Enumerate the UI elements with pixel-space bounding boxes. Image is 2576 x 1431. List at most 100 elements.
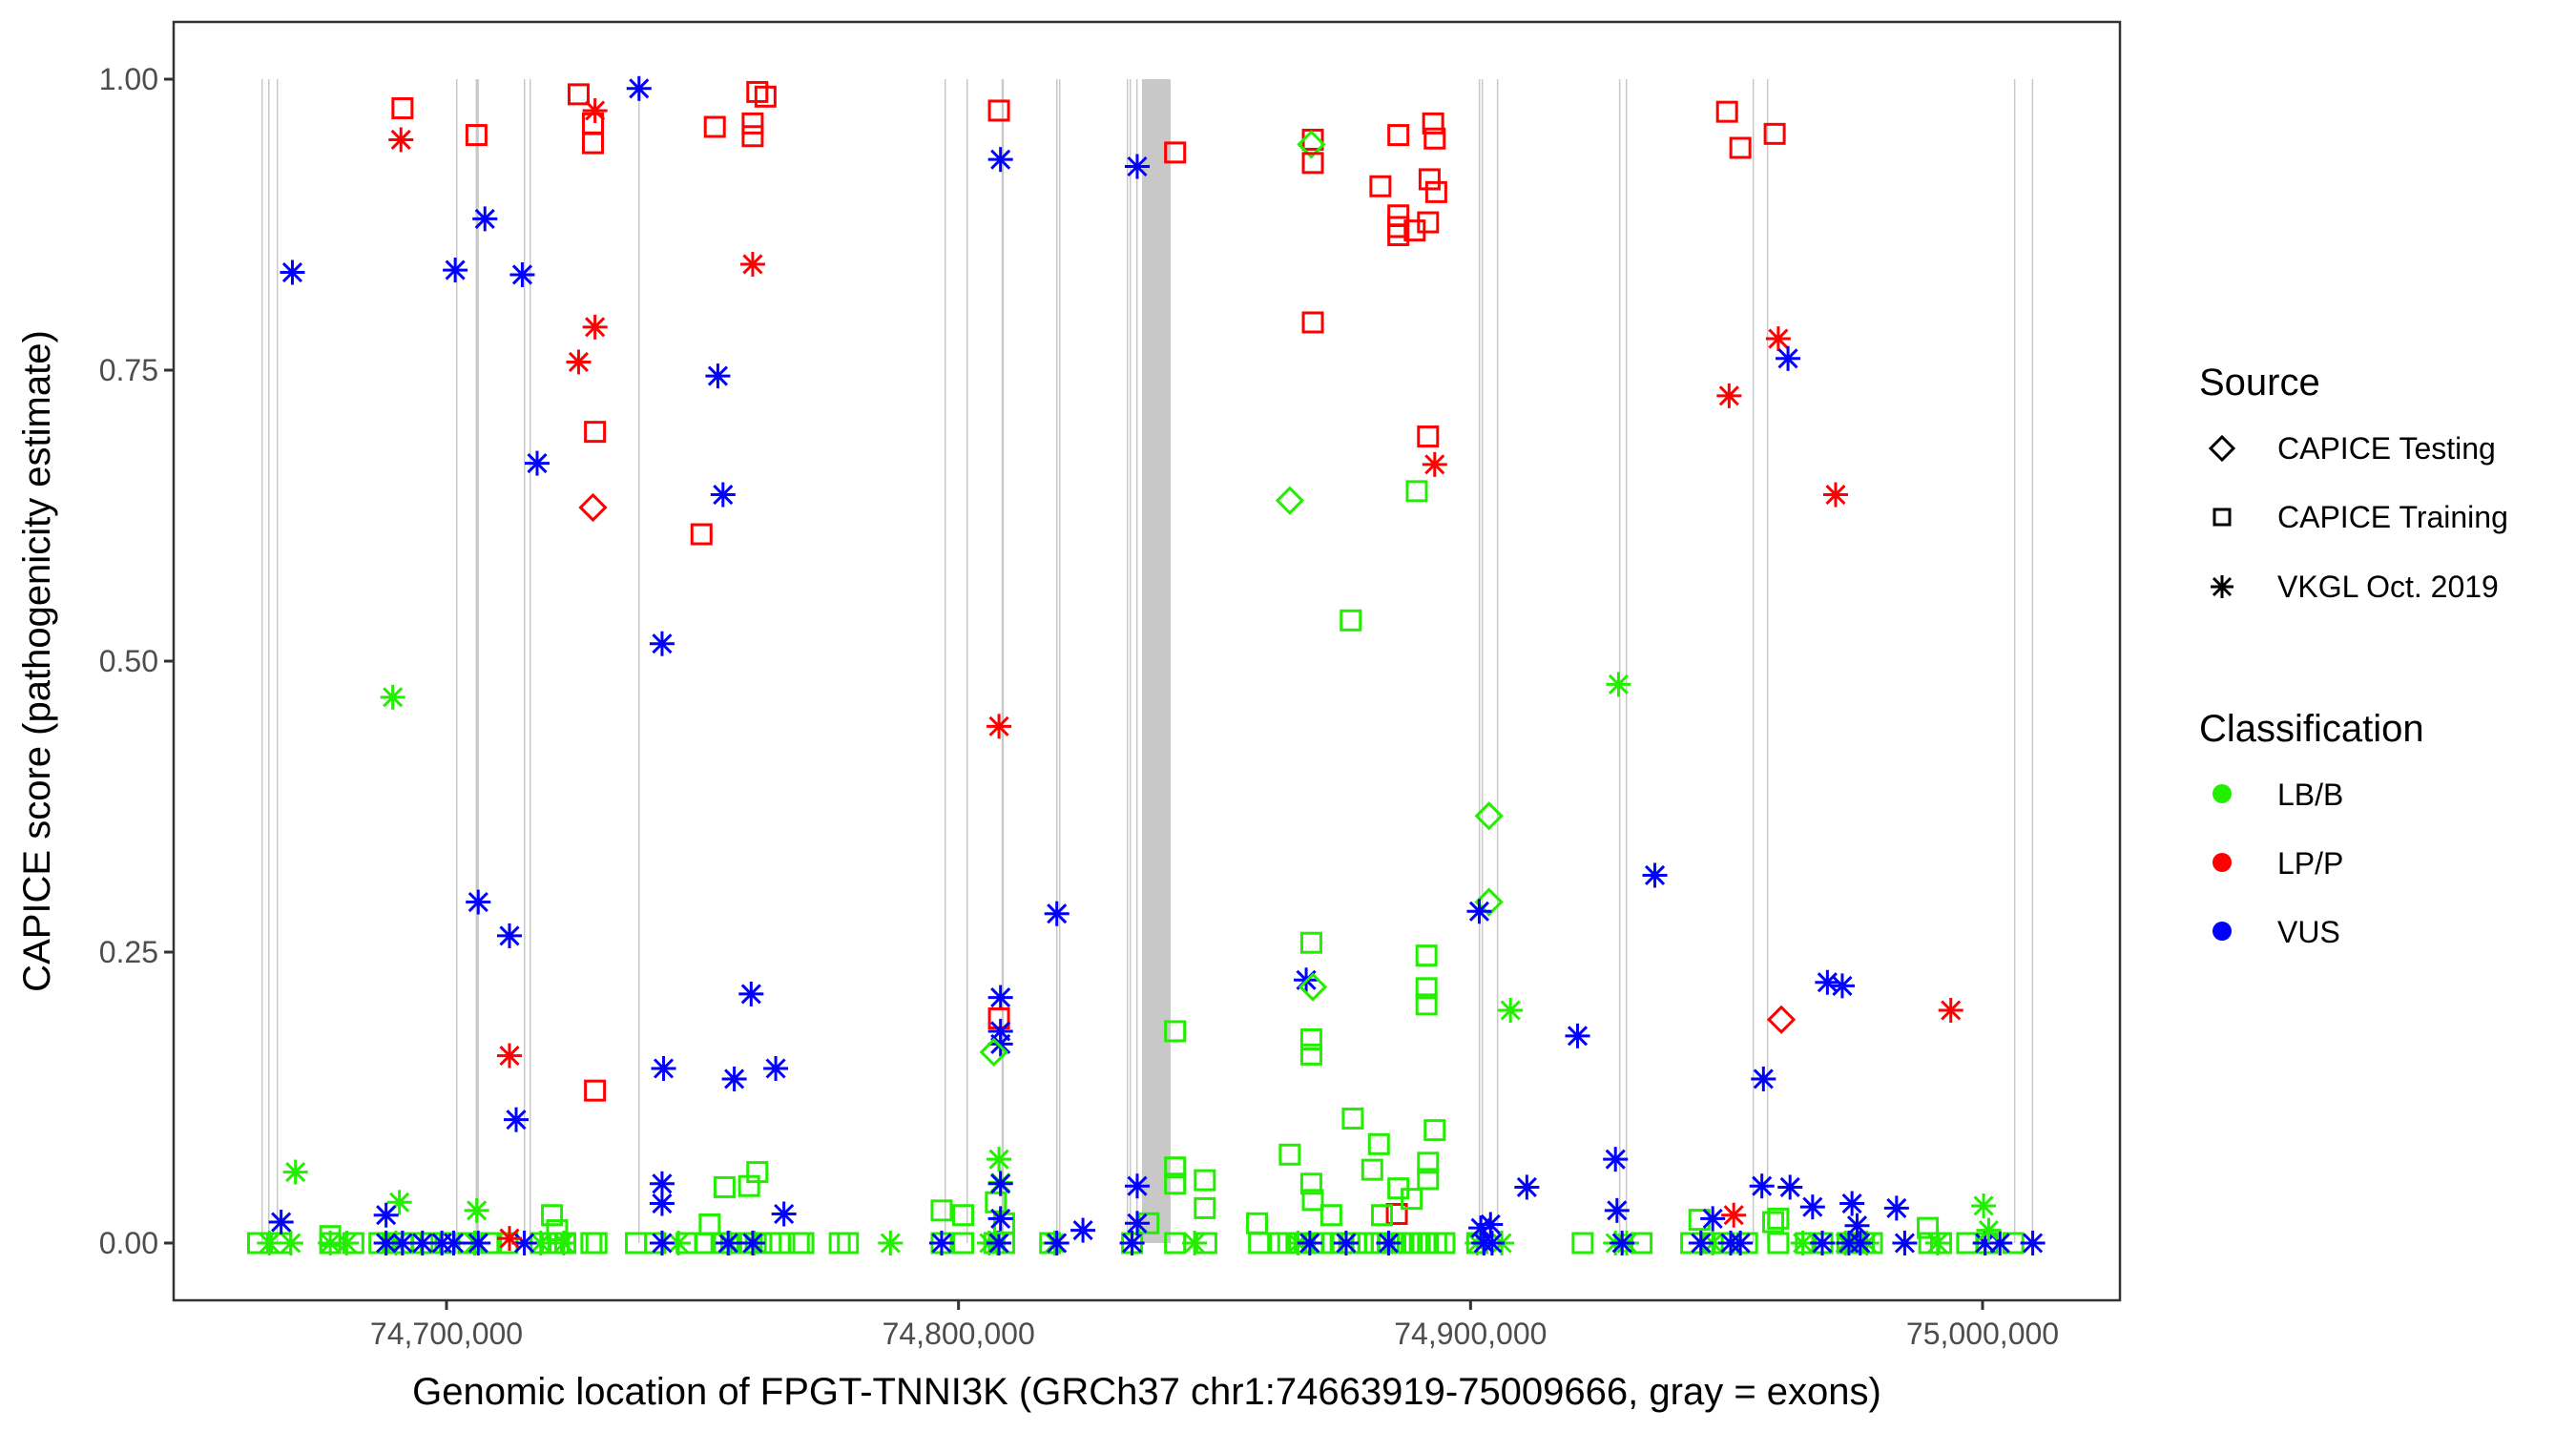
vkgl-point	[582, 314, 608, 340]
training-point	[1417, 425, 1440, 448]
vkgl-point	[1124, 1211, 1150, 1236]
training-point	[1301, 152, 1324, 175]
x-tick-label: 75,000,000	[1906, 1317, 2059, 1351]
vkgl-point	[1815, 969, 1840, 995]
training-point	[1361, 1158, 1383, 1181]
legend: Source CAPICE Testing CAPICE Training VK…	[2199, 362, 2508, 949]
vkgl-point	[626, 75, 652, 101]
training-point	[1164, 1020, 1187, 1043]
training-point	[541, 1204, 564, 1227]
vkgl-point	[443, 258, 468, 283]
training-point	[1571, 1232, 1594, 1255]
exon-band	[1126, 79, 1129, 1243]
legend-label-lbb: LB/B	[2277, 778, 2343, 812]
training-point	[1423, 1119, 1446, 1142]
vkgl-point	[1829, 973, 1855, 999]
exon-band	[1478, 79, 1481, 1243]
training-point	[1299, 1172, 1322, 1195]
vkgl-point	[373, 1202, 399, 1228]
vkgl-point	[1688, 1231, 1714, 1255]
vkgl-point	[441, 1231, 467, 1255]
vkgl-point	[380, 684, 405, 710]
legend-label-vkgl: VKGL Oct. 2019	[2277, 570, 2499, 604]
testing-point	[979, 1037, 1008, 1068]
training-point	[1422, 112, 1444, 135]
training-point	[1424, 180, 1447, 203]
training-point	[787, 1232, 810, 1255]
vkgl-point	[1749, 1173, 1775, 1199]
training-point	[584, 421, 607, 444]
exon-band	[276, 79, 279, 1243]
training-point	[1301, 311, 1324, 334]
training-point	[1715, 100, 1738, 123]
vkgl-point	[1044, 901, 1070, 926]
vkgl-point	[1822, 482, 1848, 508]
training-point	[1319, 1204, 1342, 1227]
vkgl-point	[1728, 1231, 1754, 1255]
vkgl-point	[1478, 1212, 1504, 1237]
training-point	[1417, 1168, 1440, 1191]
training-point	[1341, 1107, 1364, 1130]
vkgl-point	[1721, 1202, 1747, 1228]
vkgl-point	[738, 981, 764, 1006]
vkgl-point	[2020, 1231, 2046, 1255]
exon-band	[1625, 79, 1628, 1243]
vkgl-point	[987, 1147, 1012, 1172]
training-point	[741, 112, 764, 135]
vkgl-point	[497, 923, 523, 948]
exon-band	[1135, 79, 1138, 1243]
exon-band	[1481, 79, 1484, 1243]
legend-item-capice-training: CAPICE Training	[2212, 500, 2508, 534]
training-point	[1762, 1211, 1785, 1234]
exon-band	[260, 79, 263, 1243]
vkgl-point	[334, 1231, 360, 1255]
training-point	[1917, 1216, 1940, 1239]
vkgl-point	[651, 1056, 676, 1081]
training-point	[985, 1191, 1008, 1213]
vkgl-point	[987, 147, 1013, 173]
vkgl-point	[1892, 1231, 1918, 1255]
vkgl-point	[763, 1056, 789, 1081]
vkgl-point	[1376, 1231, 1402, 1255]
red-dot-icon	[2212, 853, 2232, 872]
vkgl-point	[666, 1231, 692, 1255]
legend-item-capice-testing: CAPICE Testing	[2208, 431, 2496, 466]
testing-point	[1766, 1005, 1797, 1034]
legend-item-vus: VUS	[2212, 915, 2340, 949]
training-point	[690, 523, 713, 546]
vkgl-point	[1479, 1231, 1505, 1255]
vkgl-point	[1883, 1195, 1909, 1221]
exon-band	[1618, 79, 1621, 1243]
x-axis: 74,700,000 74,800,000 74,900,000 75,000,000	[370, 1300, 2059, 1351]
vkgl-point	[878, 1231, 904, 1255]
vkgl-point	[987, 714, 1012, 739]
blue-dot-icon	[2212, 922, 2232, 941]
vkgl-point	[1938, 998, 1963, 1023]
vkgl-point	[1466, 899, 1492, 924]
exon-band	[1766, 79, 1769, 1243]
training-point	[1415, 977, 1438, 1000]
training-point	[1415, 993, 1438, 1016]
vkgl-point	[509, 261, 535, 287]
vkgl-point	[987, 1206, 1013, 1232]
vkgl-point	[278, 1231, 303, 1255]
vkgl-point	[739, 1231, 765, 1255]
vkgl-point	[1839, 1191, 1865, 1216]
vkgl-point	[551, 1231, 576, 1255]
vkgl-point	[257, 1231, 282, 1255]
training-point	[1401, 1188, 1423, 1211]
green-dot-icon	[2212, 784, 2232, 803]
training-point	[1767, 1232, 1790, 1255]
testing-point	[1474, 887, 1504, 917]
vkgl-point	[716, 1231, 741, 1255]
vkgl-point	[1182, 1231, 1208, 1255]
training-point	[1164, 141, 1187, 164]
exon-band	[529, 79, 531, 1243]
training-point	[741, 125, 764, 148]
vkgl-point	[503, 1107, 529, 1132]
legend-item-vkgl: VKGL Oct. 2019	[2211, 570, 2499, 604]
vkgl-point	[282, 1159, 308, 1185]
vkgl-point	[1297, 1231, 1322, 1255]
training-point	[1164, 1156, 1187, 1179]
vkgl-point	[464, 1197, 489, 1223]
